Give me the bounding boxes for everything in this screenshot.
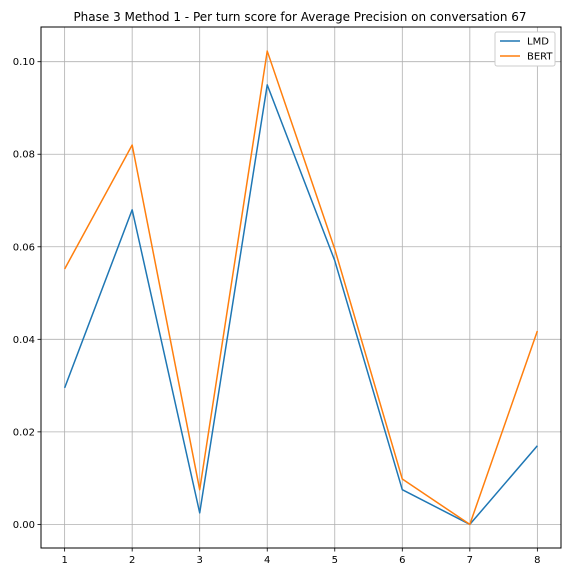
x-tick-label: 6: [399, 555, 405, 566]
y-tick-label: 0.02: [13, 427, 35, 438]
legend-label-lmd: LMD: [527, 37, 549, 48]
x-tick-label: 3: [197, 555, 203, 566]
x-tick-label: 2: [129, 555, 135, 566]
series-line-bert: [63, 50, 539, 526]
y-tick-label: 0.00: [13, 520, 35, 531]
y-tick-label: 0.08: [13, 150, 35, 161]
x-tick-label: 1: [61, 555, 67, 566]
y-tick-label: 0.10: [13, 57, 35, 68]
x-tick-label: 4: [264, 555, 270, 566]
y-axis: 0.00 0.02 0.04 0.06 0.08 0.10: [13, 57, 41, 531]
x-tick-label: 7: [467, 555, 473, 566]
legend: LMD BERT: [494, 31, 556, 67]
grid: [41, 27, 561, 548]
chart-title: Phase 3 Method 1 - Per turn score for Av…: [73, 10, 526, 24]
series-layer: [63, 50, 539, 526]
x-tick-label: 8: [534, 555, 540, 566]
plot-frame: [40, 26, 562, 549]
y-tick-label: 0.04: [13, 335, 35, 346]
series-line-lmd: [63, 84, 538, 526]
x-tick-label: 5: [332, 555, 338, 566]
legend-label-bert: BERT: [527, 52, 553, 63]
x-axis: 1 2 3 4 5 6 7 8: [61, 548, 541, 566]
y-tick-label: 0.06: [13, 242, 35, 253]
